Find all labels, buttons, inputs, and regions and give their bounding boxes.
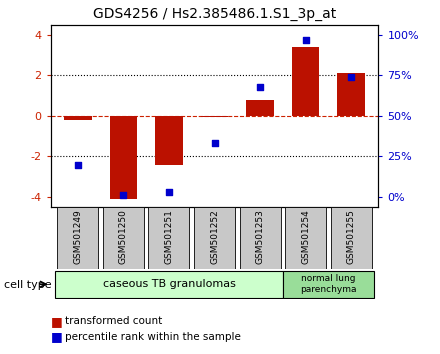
Bar xyxy=(64,116,92,120)
FancyBboxPatch shape xyxy=(103,207,144,269)
FancyBboxPatch shape xyxy=(194,207,235,269)
Bar xyxy=(155,116,183,165)
Bar xyxy=(292,47,319,116)
Title: GDS4256 / Hs2.385486.1.S1_3p_at: GDS4256 / Hs2.385486.1.S1_3p_at xyxy=(93,7,336,21)
Text: GSM501255: GSM501255 xyxy=(347,209,356,264)
FancyBboxPatch shape xyxy=(330,207,371,269)
Text: ■: ■ xyxy=(51,331,62,343)
Text: GSM501252: GSM501252 xyxy=(210,209,219,264)
Text: GSM501250: GSM501250 xyxy=(119,209,128,264)
Point xyxy=(211,141,218,146)
FancyBboxPatch shape xyxy=(239,207,281,269)
Point xyxy=(348,74,355,80)
Text: GSM501251: GSM501251 xyxy=(165,209,173,264)
Bar xyxy=(201,116,228,117)
Text: GSM501253: GSM501253 xyxy=(256,209,264,264)
Bar xyxy=(246,100,274,116)
FancyBboxPatch shape xyxy=(55,270,283,298)
Point xyxy=(74,162,81,167)
FancyBboxPatch shape xyxy=(283,270,374,298)
Point xyxy=(257,84,264,90)
Text: GSM501249: GSM501249 xyxy=(73,209,82,264)
Point xyxy=(120,193,127,198)
Point xyxy=(302,37,309,42)
Point xyxy=(165,189,172,195)
FancyBboxPatch shape xyxy=(148,207,190,269)
Bar xyxy=(110,116,137,199)
Bar xyxy=(337,73,365,116)
Text: caseous TB granulomas: caseous TB granulomas xyxy=(103,279,235,289)
FancyBboxPatch shape xyxy=(58,207,99,269)
FancyBboxPatch shape xyxy=(285,207,326,269)
Text: normal lung
parenchyma: normal lung parenchyma xyxy=(300,274,356,294)
Text: ■: ■ xyxy=(51,315,62,328)
Text: cell type: cell type xyxy=(4,280,52,290)
Text: transformed count: transformed count xyxy=(65,316,162,326)
Text: percentile rank within the sample: percentile rank within the sample xyxy=(65,332,241,342)
Text: GSM501254: GSM501254 xyxy=(301,209,310,264)
